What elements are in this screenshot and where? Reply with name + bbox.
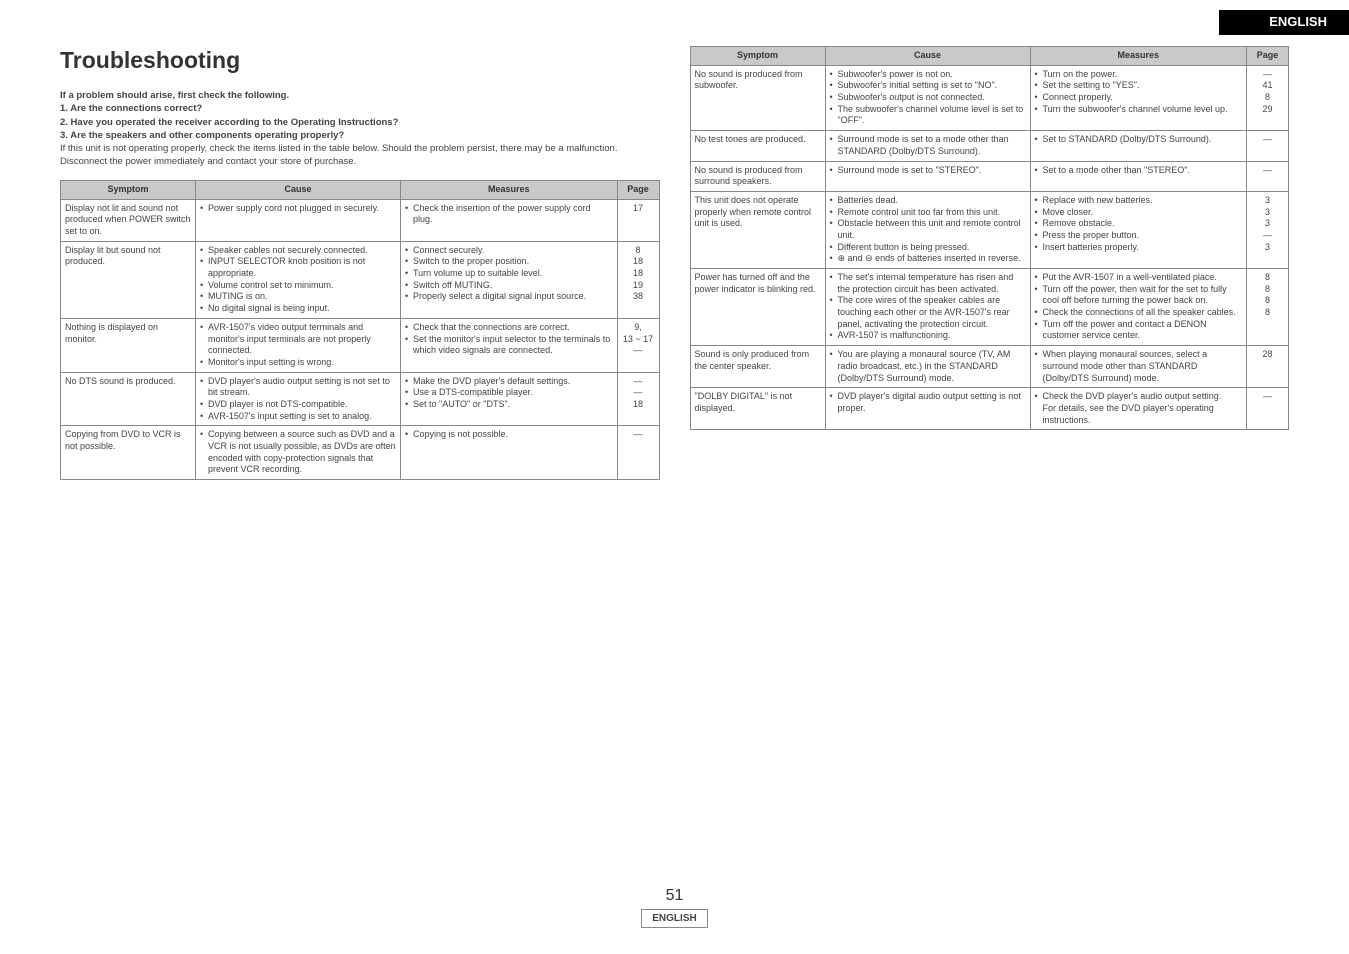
cause-cell: Surround mode is set to "STEREO". bbox=[825, 161, 1030, 191]
th-cause-r: Cause bbox=[825, 47, 1030, 66]
cause-cell: Speaker cables not securely connected.IN… bbox=[196, 241, 401, 318]
footer-language: ENGLISH bbox=[641, 909, 707, 928]
symptom-cell: Copying from DVD to VCR is not possible. bbox=[61, 426, 196, 480]
table-row: Copying from DVD to VCR is not possible.… bbox=[61, 426, 660, 480]
th-symptom-r: Symptom bbox=[690, 47, 825, 66]
intro-block: If a problem should arise, first check t… bbox=[60, 90, 660, 168]
table-row: Display lit but sound not produced.Speak… bbox=[61, 241, 660, 318]
measures-cell: Turn on the power.Set the setting to "YE… bbox=[1030, 65, 1247, 130]
page-cell: 818181938 bbox=[617, 241, 659, 318]
symptom-cell: "DOLBY DIGITAL" is not displayed. bbox=[690, 388, 825, 430]
measures-cell: Check that the connections are correct.S… bbox=[401, 318, 618, 372]
measures-cell: When playing monaural sources, select a … bbox=[1030, 346, 1247, 388]
page-cell: ——18 bbox=[617, 372, 659, 426]
symptom-cell: Display not lit and sound not produced w… bbox=[61, 199, 196, 241]
page-cell: — bbox=[1247, 388, 1289, 430]
th-measures: Measures bbox=[401, 180, 618, 199]
cause-cell: Batteries dead.Remote control unit too f… bbox=[825, 191, 1030, 268]
measures-cell: Check the DVD player's audio output sett… bbox=[1030, 388, 1247, 430]
intro-line-4: 3. Are the speakers and other components… bbox=[60, 130, 660, 142]
language-tag-top: ENGLISH bbox=[1219, 10, 1349, 35]
th-symptom: Symptom bbox=[61, 180, 196, 199]
cause-cell: The set's internal temperature has risen… bbox=[825, 269, 1030, 346]
cause-cell: Subwoofer's power is not on.Subwoofer's … bbox=[825, 65, 1030, 130]
cause-cell: DVD player's digital audio output settin… bbox=[825, 388, 1030, 430]
left-tbody: Display not lit and sound not produced w… bbox=[61, 199, 660, 479]
table-row: Nothing is displayed on monitor.AVR-1507… bbox=[61, 318, 660, 372]
th-page: Page bbox=[617, 180, 659, 199]
left-column: Troubleshooting If a problem should aris… bbox=[60, 46, 660, 480]
measures-cell: Set to STANDARD (Dolby/DTS Surround). bbox=[1030, 131, 1247, 161]
cause-cell: Power supply cord not plugged in securel… bbox=[196, 199, 401, 241]
page-cell: 28 bbox=[1247, 346, 1289, 388]
measures-cell: Copying is not possible. bbox=[401, 426, 618, 480]
th-page-r: Page bbox=[1247, 47, 1289, 66]
table-row: Power has turned off and the power indic… bbox=[690, 269, 1289, 346]
table-row: Sound is only produced from the center s… bbox=[690, 346, 1289, 388]
th-cause: Cause bbox=[196, 180, 401, 199]
symptom-cell: This unit does not operate properly when… bbox=[690, 191, 825, 268]
troubleshooting-table-left: Symptom Cause Measures Page Display not … bbox=[60, 180, 660, 480]
intro-line-1: If a problem should arise, first check t… bbox=[60, 90, 660, 102]
measures-cell: Make the DVD player's default settings.U… bbox=[401, 372, 618, 426]
table-row: No DTS sound is produced.DVD player's au… bbox=[61, 372, 660, 426]
page-cell: 17 bbox=[617, 199, 659, 241]
symptom-cell: No DTS sound is produced. bbox=[61, 372, 196, 426]
page-cell: 9,13 ~ 17— bbox=[617, 318, 659, 372]
table-row: This unit does not operate properly when… bbox=[690, 191, 1289, 268]
troubleshooting-table-right: Symptom Cause Measures Page No sound is … bbox=[690, 46, 1290, 430]
symptom-cell: Nothing is displayed on monitor. bbox=[61, 318, 196, 372]
measures-cell: Replace with new batteries.Move closer.R… bbox=[1030, 191, 1247, 268]
cause-cell: Copying between a source such as DVD and… bbox=[196, 426, 401, 480]
symptom-cell: Sound is only produced from the center s… bbox=[690, 346, 825, 388]
measures-cell: Check the insertion of the power supply … bbox=[401, 199, 618, 241]
table-row: "DOLBY DIGITAL" is not displayed.DVD pla… bbox=[690, 388, 1289, 430]
table-row: No test tones are produced.Surround mode… bbox=[690, 131, 1289, 161]
intro-line-3: 2. Have you operated the receiver accord… bbox=[60, 117, 660, 129]
symptom-cell: No sound is produced from subwoofer. bbox=[690, 65, 825, 130]
page-cell: — bbox=[1247, 161, 1289, 191]
page-cell: — bbox=[1247, 131, 1289, 161]
measures-cell: Connect securely.Switch to the proper po… bbox=[401, 241, 618, 318]
symptom-cell: Power has turned off and the power indic… bbox=[690, 269, 825, 346]
page-cell: 333—3 bbox=[1247, 191, 1289, 268]
measures-cell: Set to a mode other than "STEREO". bbox=[1030, 161, 1247, 191]
cause-cell: You are playing a monaural source (TV, A… bbox=[825, 346, 1030, 388]
page-title: Troubleshooting bbox=[60, 46, 660, 76]
page-cell: — bbox=[617, 426, 659, 480]
page-footer: 51 ENGLISH bbox=[0, 886, 1349, 928]
cause-cell: Surround mode is set to a mode other tha… bbox=[825, 131, 1030, 161]
page-cell: 8888 bbox=[1247, 269, 1289, 346]
page-number: 51 bbox=[0, 886, 1349, 907]
table-row: Display not lit and sound not produced w… bbox=[61, 199, 660, 241]
page-cell: —41829 bbox=[1247, 65, 1289, 130]
cause-cell: DVD player's audio output setting is not… bbox=[196, 372, 401, 426]
intro-line-2: 1. Are the connections correct? bbox=[60, 103, 660, 115]
symptom-cell: No sound is produced from surround speak… bbox=[690, 161, 825, 191]
cause-cell: AVR-1507's video output terminals and mo… bbox=[196, 318, 401, 372]
intro-paragraph: If this unit is not operating properly, … bbox=[60, 143, 660, 168]
table-row: No sound is produced from surround speak… bbox=[690, 161, 1289, 191]
page: ENGLISH Troubleshooting If a problem sho… bbox=[0, 0, 1349, 954]
table-row: No sound is produced from subwoofer.Subw… bbox=[690, 65, 1289, 130]
symptom-cell: Display lit but sound not produced. bbox=[61, 241, 196, 318]
symptom-cell: No test tones are produced. bbox=[690, 131, 825, 161]
measures-cell: Put the AVR-1507 in a well-ventilated pl… bbox=[1030, 269, 1247, 346]
content-area: Troubleshooting If a problem should aris… bbox=[60, 46, 1289, 480]
right-column: Symptom Cause Measures Page No sound is … bbox=[690, 46, 1290, 480]
right-tbody: No sound is produced from subwoofer.Subw… bbox=[690, 65, 1289, 430]
th-measures-r: Measures bbox=[1030, 47, 1247, 66]
